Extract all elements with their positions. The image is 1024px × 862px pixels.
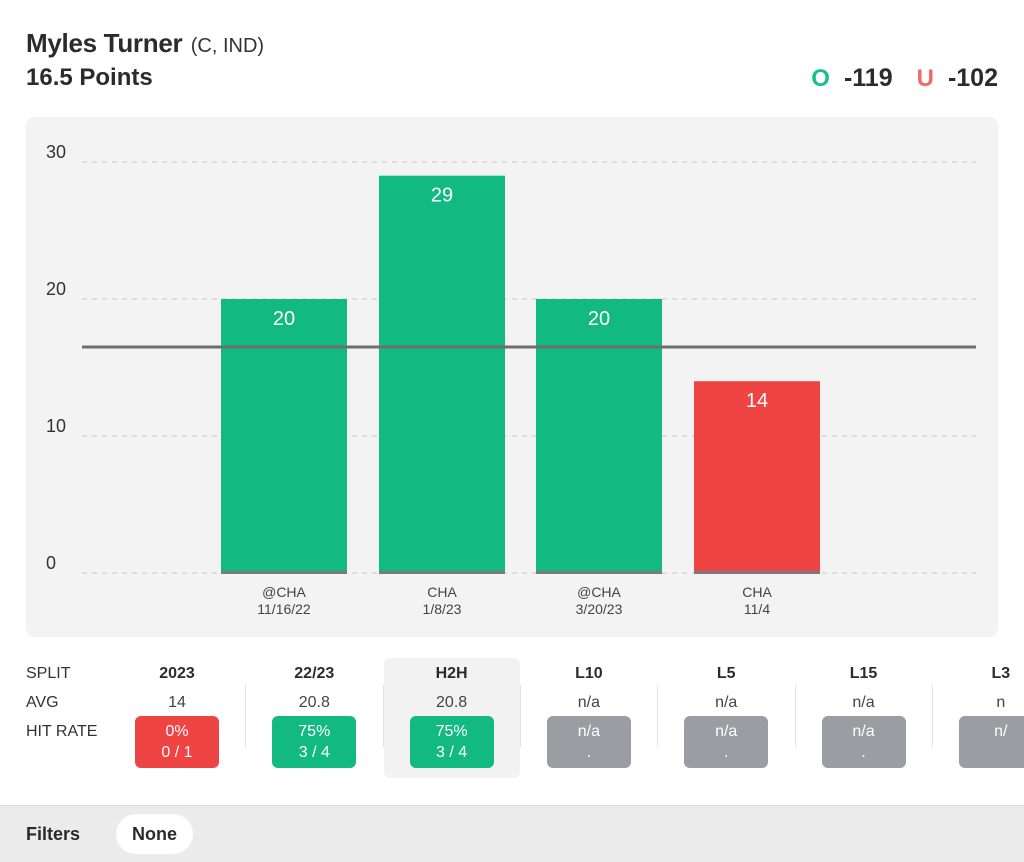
hit-rate-badge: 75% 3 / 4	[272, 716, 357, 768]
split-column-header: L3	[991, 665, 1011, 682]
split-divider	[245, 685, 247, 747]
hit-rate-badge: n/a.	[546, 716, 631, 768]
hit-rate-ratio: .	[586, 744, 592, 761]
hit-rate-percent: 75%	[435, 723, 468, 740]
split-column-l5[interactable]: L5 n/a n/a.	[658, 658, 794, 778]
filters-value-button[interactable]: None	[116, 814, 193, 854]
y-tick-label: 0	[46, 553, 56, 573]
hit-rate-ratio: 3 / 4	[436, 744, 468, 761]
splits-row-labels: SPLIT AVG HIT RATE	[26, 656, 136, 743]
splits-table: SPLIT AVG HIT RATE 2023 14 0% 0 / 1 22/23 20.…	[0, 656, 1024, 786]
player-name: Myles Turner	[26, 28, 183, 58]
bar-baseline	[694, 571, 820, 574]
split-column-2223[interactable]: 22/23 20.8 75% 3 / 4	[246, 658, 382, 778]
x-tick-opponent: @CHA	[577, 584, 621, 600]
under-icon: U	[916, 64, 934, 92]
split-avg-value: 14	[168, 694, 186, 711]
split-column-header: L5	[716, 665, 736, 682]
x-tick-opponent: @CHA	[262, 584, 306, 600]
x-tick-date: 11/4	[744, 601, 770, 617]
hit-rate-ratio: 3 / 4	[298, 744, 330, 761]
split-column-header: H2H	[435, 665, 468, 682]
bar	[379, 175, 505, 573]
split-column-header: L15	[849, 665, 878, 682]
split-avg-value: n/a	[715, 694, 738, 711]
bar-baseline	[221, 571, 347, 574]
hit-rate-ratio: .	[861, 744, 866, 761]
split-avg-value: 20.8	[298, 694, 330, 711]
split-column-l15[interactable]: L15 n/a n/a.	[796, 658, 932, 778]
hit-rate-badge: n/a.	[684, 716, 769, 768]
prop-header: Myles Turner (C, IND) 16.5 Points O -119…	[26, 26, 998, 96]
y-tick-label: 30	[46, 142, 66, 162]
x-tick-date: 11/16/22	[257, 601, 311, 617]
split-column-header: L10	[575, 665, 603, 682]
hit-rate-percent: n/a	[852, 723, 875, 740]
hit-rate-percent: n/	[994, 723, 1008, 740]
split-avg-value: n/a	[852, 694, 875, 711]
hit-rate-badge: n/a.	[821, 716, 906, 768]
bar-chart: 010203020@CHA11/16/2229CHA1/8/2320@CHA3/…	[46, 142, 976, 617]
split-divider	[931, 685, 933, 747]
hit-rate-badge: 75% 3 / 4	[409, 716, 494, 768]
bar	[536, 299, 662, 573]
split-divider	[382, 685, 384, 747]
bar-value-label: 20	[588, 308, 610, 330]
x-tick-opponent: CHA	[742, 584, 772, 600]
bar	[221, 299, 347, 573]
bar	[694, 381, 820, 573]
hit-rate-row-label: HIT RATE	[26, 723, 98, 740]
hit-rate-ratio: 0 / 1	[161, 744, 193, 761]
hit-rate-percent: 75%	[298, 723, 331, 740]
split-column-h2h[interactable]: H2H 20.8 75% 3 / 4	[383, 658, 520, 778]
split-column-l10[interactable]: L10 n/a n/a.	[521, 658, 657, 778]
bar-value-label: 14	[746, 390, 768, 412]
hit-rate-percent: n/a	[577, 723, 601, 740]
filters-label: Filters	[26, 824, 81, 844]
hit-rate-ratio: .	[723, 744, 729, 761]
bar-chart-card: 0 10 20 30 20 @CHA 11/16/22 29 CHA 1/8/23 20 @CHA 3/…	[26, 117, 998, 637]
over-icon: O	[811, 64, 830, 92]
bar-baseline	[379, 571, 505, 574]
split-avg-value: 20.8	[436, 694, 468, 711]
split-column-2023[interactable]: 2023 14 0% 0 / 1	[109, 658, 245, 778]
over-odds[interactable]: -119	[843, 64, 893, 92]
split-divider	[657, 685, 659, 747]
y-tick-label: 20	[46, 279, 66, 299]
split-column-l3[interactable]: L3 n n/	[933, 658, 1024, 778]
split-divider	[519, 685, 521, 747]
split-avg-value: n	[996, 694, 1006, 711]
under-odds[interactable]: -102	[947, 64, 998, 92]
split-column-header: 22/23	[294, 665, 335, 682]
hit-rate-percent: n/a	[715, 723, 738, 740]
hit-rate-badge: 0% 0 / 1	[135, 716, 219, 768]
bar-value-label: 20	[273, 308, 295, 330]
bar-value-label: 29	[431, 185, 453, 207]
x-tick-opponent: CHA	[427, 584, 457, 600]
split-divider	[794, 685, 796, 747]
x-tick-date: 3/20/23	[576, 601, 623, 617]
y-tick-label: 10	[46, 416, 66, 436]
hit-rate-badge: n/	[958, 716, 1024, 768]
x-tick-date: 1/8/23	[423, 601, 462, 617]
bar-baseline	[536, 571, 662, 574]
player-line: Myles Turner (C, IND)	[26, 28, 264, 59]
odds-group: O -119 U -102	[811, 64, 998, 93]
filters-bar: Filters None	[0, 805, 1024, 862]
split-avg-value: n/a	[577, 694, 601, 711]
split-row-label: SPLIT	[26, 665, 71, 682]
hit-rate-percent: 0%	[165, 723, 189, 740]
prop-line: 16.5 Points	[26, 64, 153, 91]
player-position-team: (C, IND)	[190, 35, 265, 57]
split-column-header: 2023	[159, 665, 195, 682]
avg-row-label: AVG	[26, 694, 59, 711]
